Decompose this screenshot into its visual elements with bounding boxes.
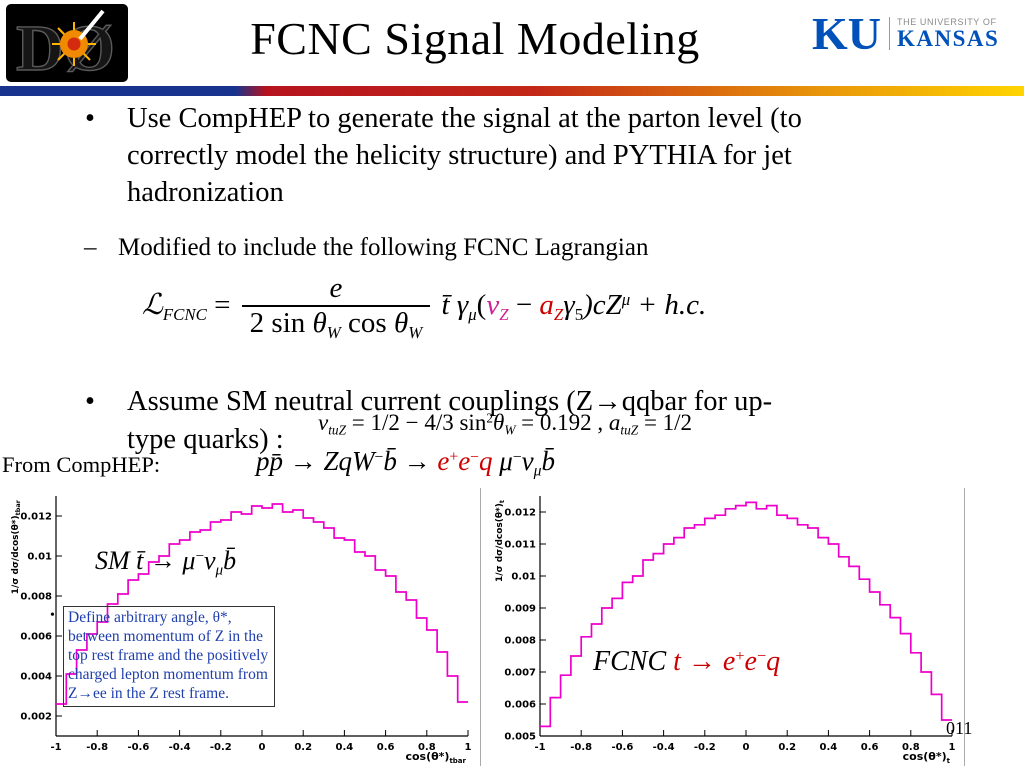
- d0-slash: [78, 9, 105, 41]
- svg-text:0.012: 0.012: [504, 508, 536, 519]
- svg-text:0.004: 0.004: [20, 672, 52, 683]
- ku-wordmark: THE UNIVERSITY OF KANSAS: [889, 17, 1000, 52]
- fcnc-plot: 0.005 0.006 0.007 0.008 0.009 0.01 0.011 0.012 -…: [490, 488, 965, 766]
- svg-text:cos(θ*)tbar: cos(θ*)tbar: [405, 750, 466, 765]
- bullet-couplings-text: Assume SM neutral current couplings (Z→q…: [127, 386, 773, 455]
- svg-text:0.012: 0.012: [20, 512, 52, 523]
- svg-text:0.011: 0.011: [504, 540, 536, 551]
- svg-text:0.007: 0.007: [504, 668, 536, 679]
- sm-histogram: 0.002 0.004 0.006 0.008 0.01 0.012 -1 -0.8 -0.6 -…: [11, 496, 472, 765]
- note-bullet-marker: •: [50, 608, 55, 623]
- svg-text:1: 1: [949, 742, 956, 753]
- svg-text:0.8: 0.8: [418, 742, 436, 753]
- svg-text:1: 1: [465, 742, 472, 753]
- ku-monogram: KU: [812, 8, 881, 59]
- dash-marker: –: [84, 234, 97, 261]
- svg-text:-0.6: -0.6: [611, 742, 633, 753]
- from-comphep-label: From CompHEP:: [2, 452, 161, 477]
- svg-text:0.01: 0.01: [511, 572, 536, 583]
- svg-text:-0.8: -0.8: [86, 742, 108, 753]
- header-gradient-bar: [0, 86, 1024, 96]
- svg-text:0.008: 0.008: [20, 592, 52, 603]
- svg-text:0.2: 0.2: [294, 742, 312, 753]
- svg-text:-0.4: -0.4: [169, 742, 191, 753]
- ku-university-of-label: THE UNIVERSITY OF: [897, 17, 997, 28]
- ku-logo: KU THE UNIVERSITY OF KANSAS: [812, 8, 1000, 59]
- svg-text:-0.4: -0.4: [653, 742, 675, 753]
- process-formula: pp̄ → ZqW−b̄ → e+e−q μ−νμb̄: [256, 446, 556, 480]
- bullet-comphep: • Use CompHEP to generate the signal at …: [75, 100, 905, 211]
- ku-kansas-label: KANSAS: [897, 26, 1000, 52]
- svg-text:0: 0: [259, 742, 266, 753]
- svg-text:0.8: 0.8: [902, 742, 920, 753]
- svg-text:0.009: 0.009: [504, 604, 536, 615]
- svg-text:0.6: 0.6: [861, 742, 879, 753]
- svg-text:1/σ dσ/dcos(θ*)tbar: 1/σ dσ/dcos(θ*)tbar: [11, 499, 22, 594]
- svg-text:-1: -1: [50, 742, 61, 753]
- svg-text:0: 0: [743, 742, 750, 753]
- angle-definition-note: Define arbitrary angle, θ*, between mome…: [63, 606, 275, 707]
- svg-text:0.006: 0.006: [20, 632, 52, 643]
- bullet-couplings: • Assume SM neutral current couplings (Z…: [75, 383, 775, 458]
- svg-text:-0.6: -0.6: [127, 742, 149, 753]
- bullet-marker: •: [85, 386, 95, 417]
- fcnc-decay-label: FCNC t → e+e−q: [593, 646, 781, 677]
- svg-text:-1: -1: [534, 742, 545, 753]
- svg-text:0.4: 0.4: [820, 742, 838, 753]
- fcnc-histogram: 0.005 0.006 0.007 0.008 0.009 0.01 0.011 0.012 -…: [495, 496, 956, 765]
- svg-text:1/σ dσ/dcos(θ*)t: 1/σ dσ/dcos(θ*)t: [495, 500, 506, 582]
- subbullet-lagrangian-text: Modified to include the following FCNC L…: [118, 234, 649, 261]
- d0-logo: DØ: [6, 4, 128, 82]
- svg-text:0.01: 0.01: [27, 552, 52, 563]
- svg-text:-0.2: -0.2: [694, 742, 716, 753]
- bullet-comphep-text: Use CompHEP to generate the signal at th…: [127, 103, 802, 209]
- page-title: FCNC Signal Modeling: [250, 13, 700, 64]
- svg-text:cos(θ*)t: cos(θ*)t: [903, 750, 951, 765]
- svg-text:0.2: 0.2: [778, 742, 796, 753]
- svg-text:-0.8: -0.8: [570, 742, 592, 753]
- svg-text:0.6: 0.6: [377, 742, 395, 753]
- svg-text:0.002: 0.002: [20, 712, 52, 723]
- svg-text:0.008: 0.008: [504, 636, 536, 647]
- svg-text:0.4: 0.4: [336, 742, 354, 753]
- sm-plot: 0.002 0.004 0.006 0.008 0.01 0.012 -1 -0.8 -0.6 -…: [6, 488, 481, 766]
- bullet-marker: •: [85, 103, 95, 134]
- subbullet-lagrangian: – Modified to include the following FCNC…: [84, 234, 648, 262]
- svg-text:0.005: 0.005: [504, 732, 536, 743]
- sm-decay-label: SM t̄ → μ−νμb̄: [95, 546, 237, 579]
- svg-text:-0.2: -0.2: [210, 742, 232, 753]
- svg-text:0.006: 0.006: [504, 700, 536, 711]
- page-number: 011: [946, 718, 973, 738]
- couplings-formula: vtuZ = 1/2 − 4/3 sin2θW = 0.192 , atuZ =…: [318, 410, 693, 438]
